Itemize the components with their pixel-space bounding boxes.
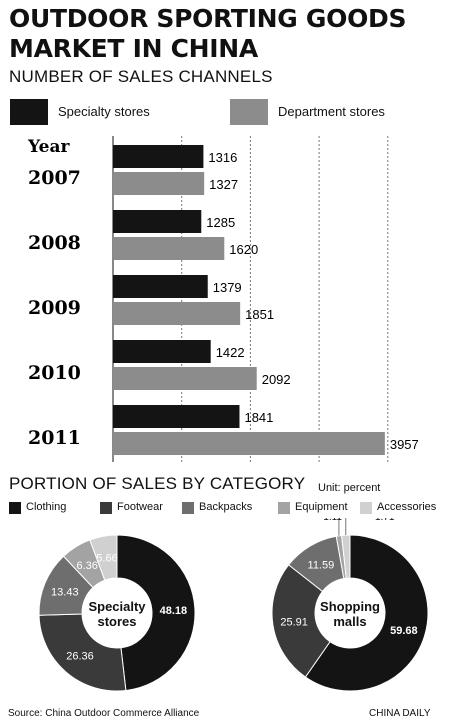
legend-label-backpacks: Backpacks [199, 501, 253, 513]
year-axis-header: Year [27, 137, 70, 157]
bar-value-label: 1841 [244, 410, 273, 425]
bar-value-label: 1851 [245, 307, 274, 322]
donut-center-label: Specialty [88, 599, 146, 614]
bar-value-label: 1379 [213, 280, 242, 295]
bar-value-label: 1285 [206, 215, 235, 230]
specialty-bar [113, 145, 204, 168]
leader-line [345, 518, 347, 536]
leader-line [338, 518, 340, 536]
legend-label-equipment: Equipment [295, 501, 348, 513]
slice-value-label: 59.68 [390, 625, 418, 637]
slice-value-label: 1.11 [323, 518, 342, 523]
slice-value-label: 26.36 [66, 651, 94, 663]
legend-swatch-equipment [278, 502, 290, 514]
donut-center-label: Shopping [320, 599, 380, 614]
year-label: 2011 [28, 427, 81, 449]
bar-value-label: 1620 [229, 242, 258, 257]
slice-value-label: 25.91 [280, 616, 308, 628]
slice-value-label: 13.43 [51, 586, 79, 598]
slice-value-label: 1.71 [375, 518, 395, 523]
portion-by-category-title: PORTION OF SALES BY CATEGORY [9, 474, 306, 493]
sales-channels-title: NUMBER OF SALES CHANNELS [9, 67, 273, 86]
category-legend: Clothing Footwear Backpacks Equipment Access… [0, 500, 460, 520]
donut-slice-footwear [38, 613, 127, 692]
year-label: 2007 [28, 167, 81, 189]
donut-slice-clothing [304, 534, 429, 692]
donut-center-label: malls [333, 614, 366, 629]
unit-note: Unit: percent [318, 482, 381, 494]
slice-value-label: 6.36 [76, 560, 97, 572]
legend-swatch-footwear [100, 502, 112, 514]
bar-value-label: 3957 [390, 437, 419, 452]
year-label: 2009 [28, 297, 81, 319]
department-bar [113, 302, 241, 325]
source-note: Source: China Outdoor Commerce Alliance [8, 708, 200, 719]
credit-note: CHINA DAILY [369, 708, 431, 719]
legend-label-clothing: Clothing [26, 501, 67, 513]
legend-swatch-clothing [9, 502, 21, 514]
legend-label-accessories: Accessories [377, 501, 437, 513]
chart-title: OUTDOOR SPORTING GOODS MARKET IN CHINA [9, 4, 407, 63]
specialty-bar [113, 275, 208, 298]
legend-department-label: Department stores [278, 104, 385, 119]
slice-value-label: 5.66 [96, 552, 117, 564]
department-bar [113, 432, 385, 455]
department-bar [113, 367, 257, 390]
donut-center-label: stores [97, 614, 136, 629]
specialty-bar [113, 210, 202, 233]
year-label: 2008 [28, 232, 81, 254]
bar-value-label: 1422 [216, 345, 245, 360]
sales-channels-bar-chart: Year 2007 1316 1327 2008 1285 1620 2009 1379185… [27, 136, 419, 462]
bar-value-label: 2092 [262, 372, 291, 387]
year-label: 2010 [28, 362, 81, 384]
department-bar [113, 172, 205, 195]
legend-specialty-swatch [10, 99, 48, 125]
slice-value-label: 48.18 [160, 605, 188, 617]
legend-department-swatch [230, 99, 268, 125]
donut-slice-accessories [89, 534, 118, 581]
legend-label-footwear: Footwear [117, 501, 163, 513]
donut-slice-footwear [271, 564, 331, 678]
bar-value-label: 1316 [208, 150, 237, 165]
specialty-bar [113, 340, 211, 363]
donut-slice-clothing [116, 534, 196, 692]
specialty-bar [113, 405, 240, 428]
slice-value-label: 11.59 [308, 560, 335, 572]
donut-slice-accessories [341, 534, 351, 579]
legend-swatch-backpacks [182, 502, 194, 514]
legend-swatch-accessories [360, 502, 372, 514]
department-bar [113, 237, 225, 260]
legend-specialty-label: Specialty stores [58, 104, 150, 119]
bar-value-label: 1327 [209, 177, 238, 192]
